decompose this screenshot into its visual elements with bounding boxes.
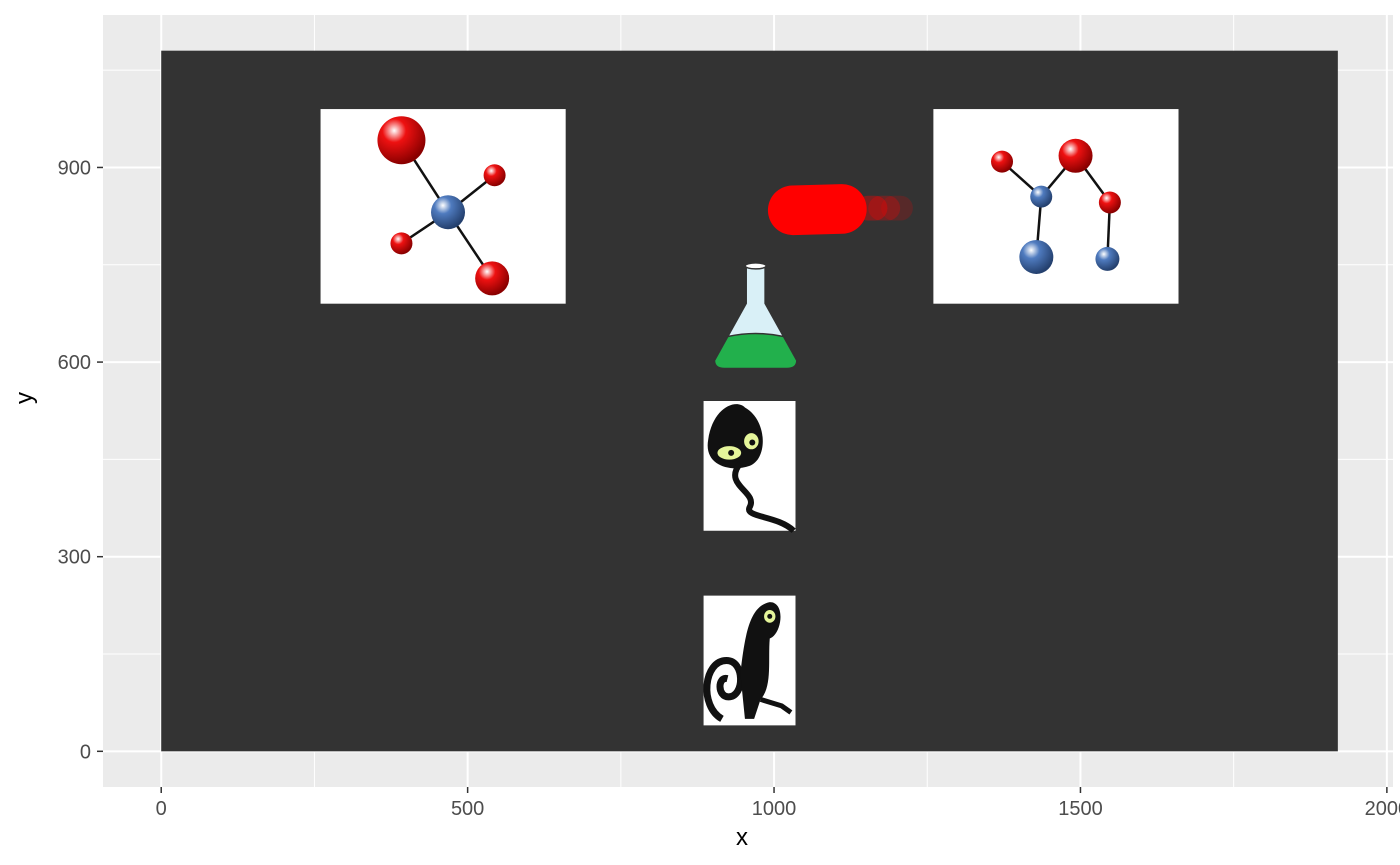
x-tick-label: 1000 (752, 798, 797, 820)
x-axis-title: x (736, 824, 748, 851)
x-tick-label: 1500 (1058, 798, 1103, 820)
y-tick-label: 900 (58, 157, 91, 179)
red-pill-icon (767, 184, 913, 236)
y-axis-title: y (11, 392, 38, 404)
x-tick-label: 0 (156, 798, 167, 820)
molecule-chain-icon (933, 109, 1179, 304)
flask-icon (713, 262, 798, 370)
cartoon-creature-icon (703, 401, 796, 534)
y-tick-label: 600 (58, 352, 91, 374)
x-tick-label: 500 (451, 798, 484, 820)
y-tick-label: 300 (58, 547, 91, 569)
y-tick-label: 0 (80, 741, 91, 763)
cartoon-lizard-icon (703, 595, 796, 726)
molecule-tetrahedral-icon (320, 109, 566, 304)
